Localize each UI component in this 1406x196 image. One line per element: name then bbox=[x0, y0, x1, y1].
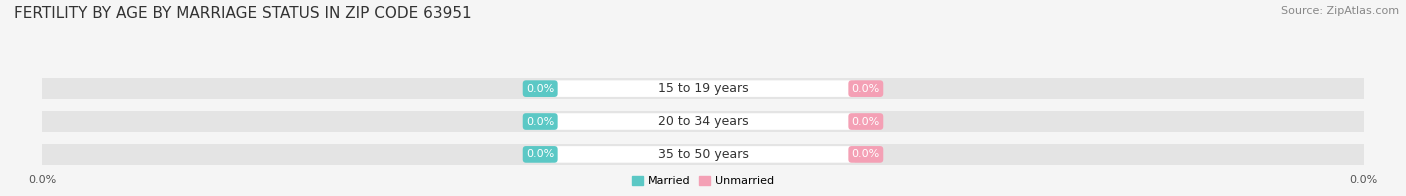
FancyBboxPatch shape bbox=[551, 146, 855, 163]
Text: Source: ZipAtlas.com: Source: ZipAtlas.com bbox=[1281, 6, 1399, 16]
FancyBboxPatch shape bbox=[551, 113, 855, 130]
Legend: Married, Unmarried: Married, Unmarried bbox=[627, 171, 779, 191]
Text: 35 to 50 years: 35 to 50 years bbox=[658, 148, 748, 161]
Text: 15 to 19 years: 15 to 19 years bbox=[658, 82, 748, 95]
FancyBboxPatch shape bbox=[551, 80, 855, 97]
Text: 0.0%: 0.0% bbox=[526, 149, 554, 159]
Bar bbox=[42, 111, 1364, 132]
Text: 0.0%: 0.0% bbox=[852, 149, 880, 159]
Text: FERTILITY BY AGE BY MARRIAGE STATUS IN ZIP CODE 63951: FERTILITY BY AGE BY MARRIAGE STATUS IN Z… bbox=[14, 6, 471, 21]
Bar bbox=[42, 78, 1364, 99]
Text: 0.0%: 0.0% bbox=[526, 84, 554, 94]
Text: 20 to 34 years: 20 to 34 years bbox=[658, 115, 748, 128]
Text: 0.0%: 0.0% bbox=[852, 116, 880, 127]
Text: 0.0%: 0.0% bbox=[526, 116, 554, 127]
Bar bbox=[42, 144, 1364, 165]
Text: 0.0%: 0.0% bbox=[852, 84, 880, 94]
